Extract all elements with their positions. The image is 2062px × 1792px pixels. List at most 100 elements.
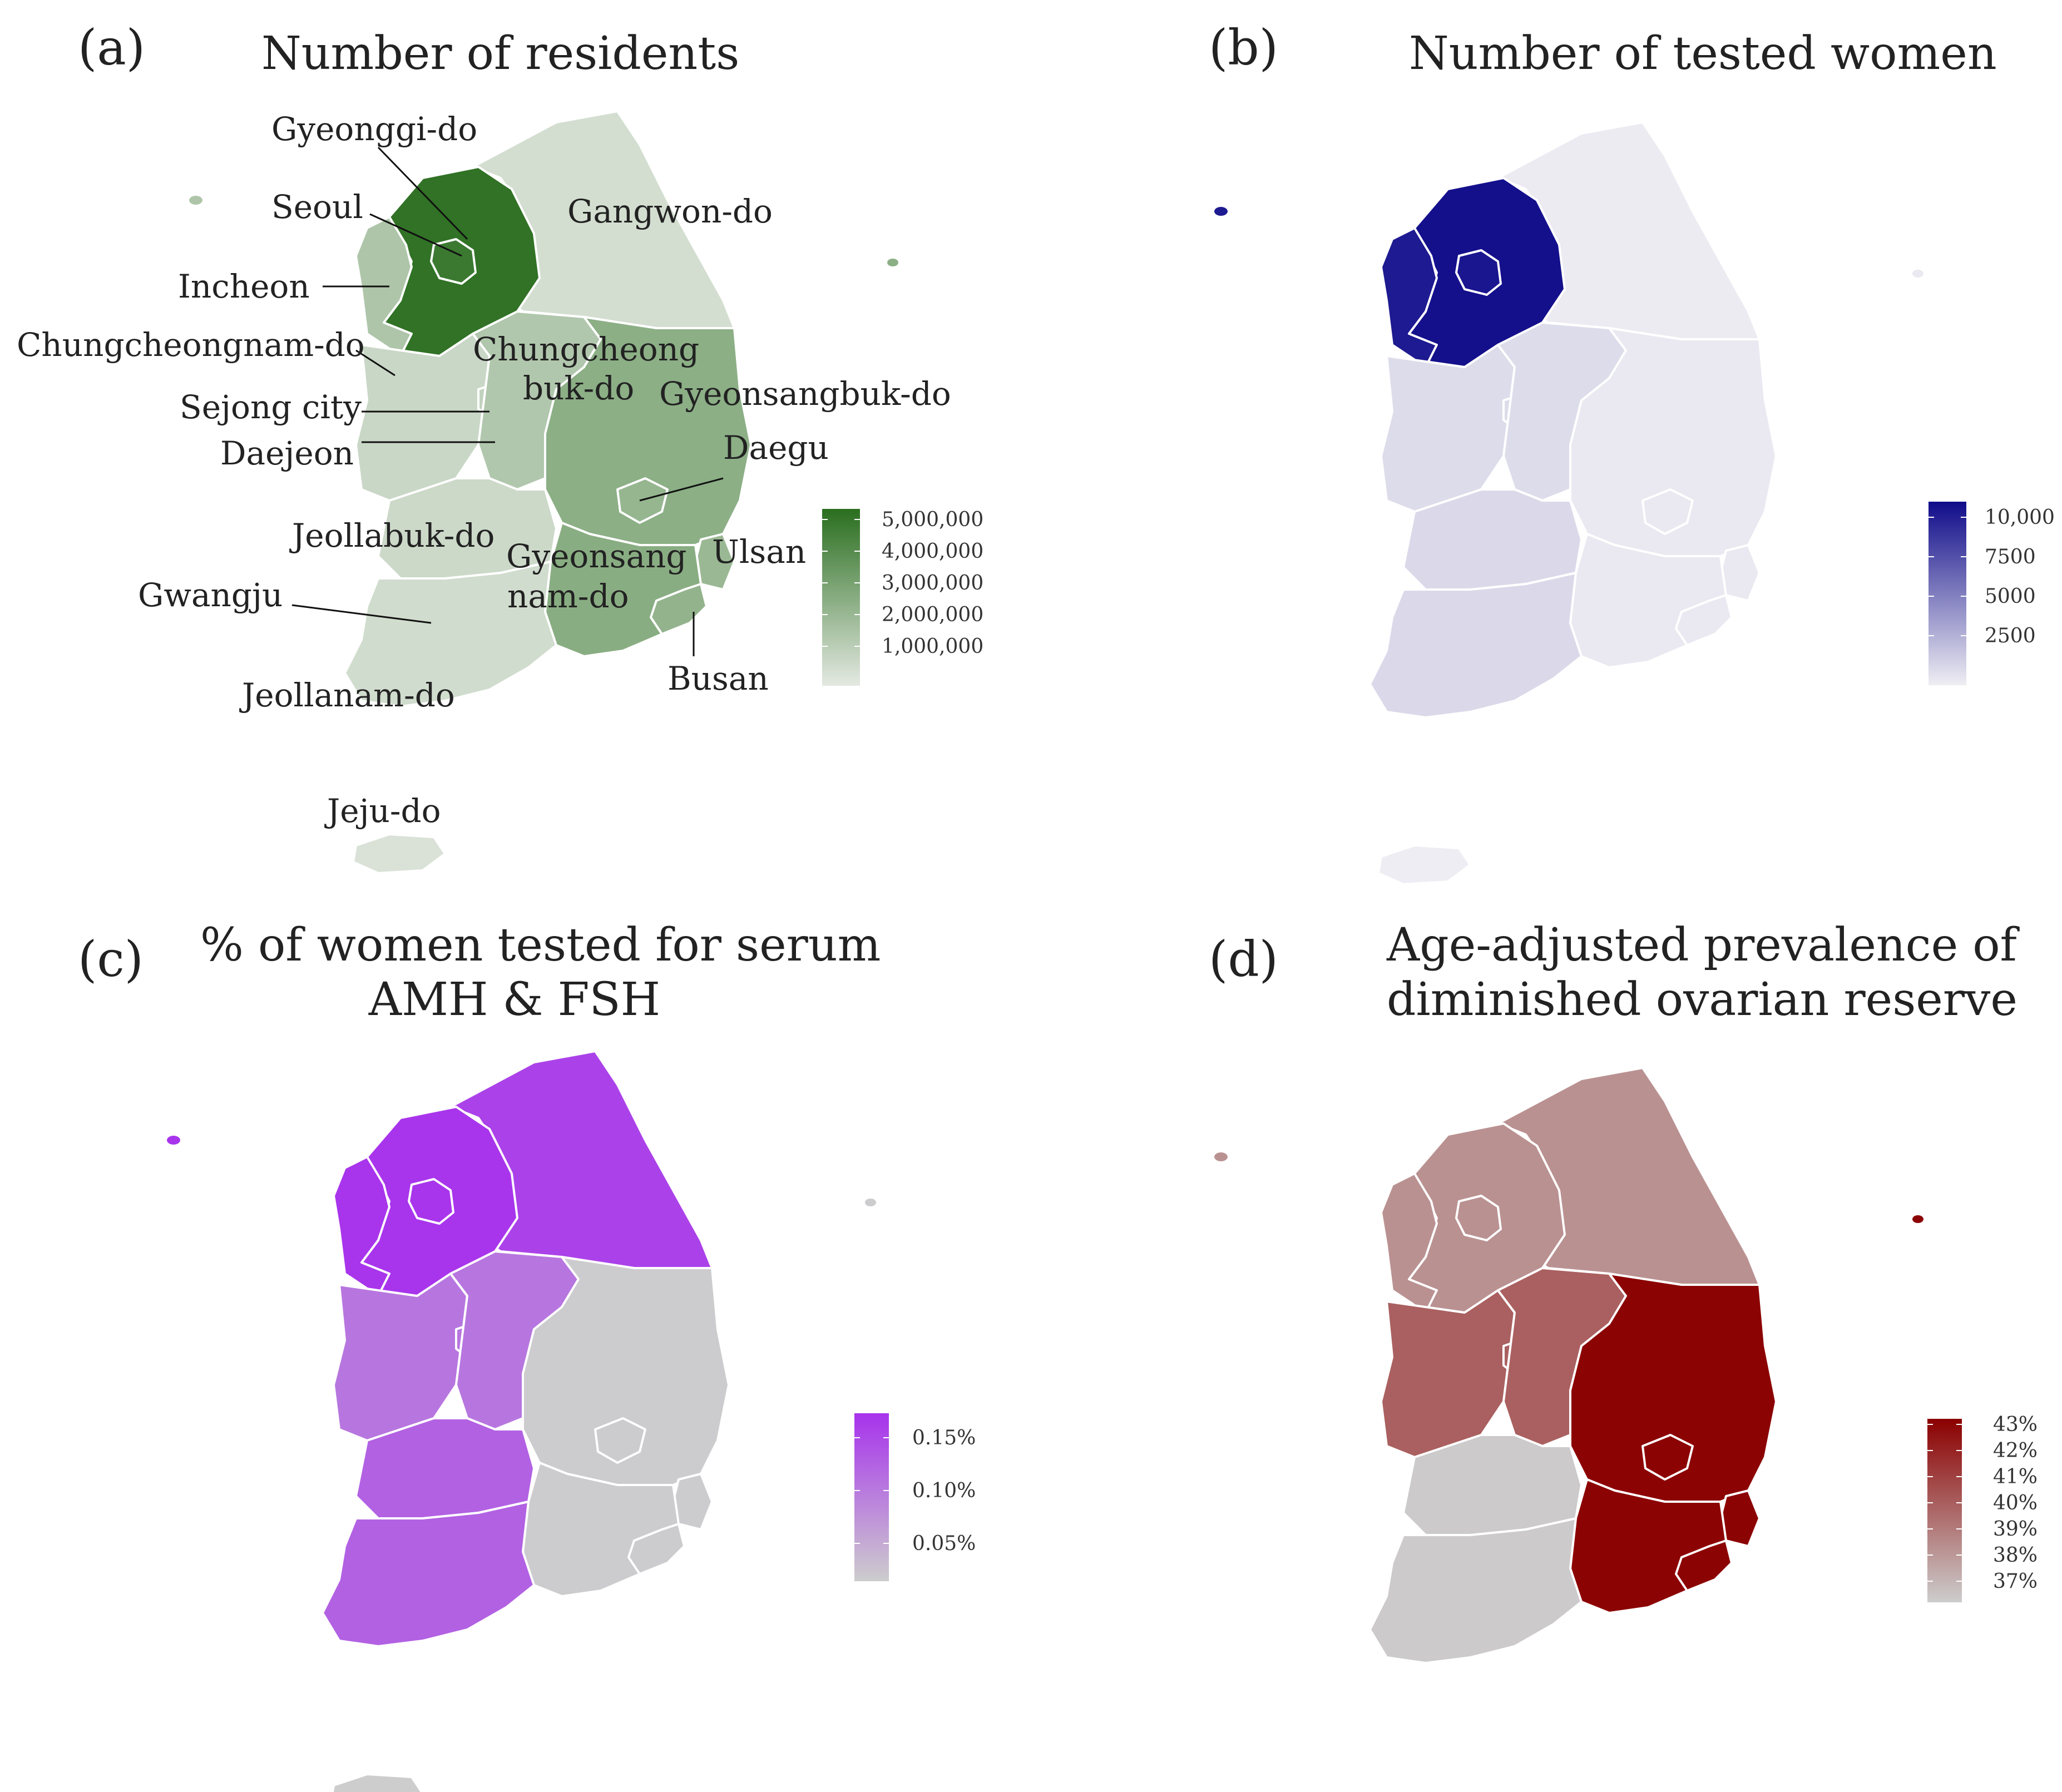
region-daegu	[594, 1417, 646, 1464]
legend-tick-label: 2500	[1985, 625, 2036, 647]
region-jeollabuk-do	[355, 1417, 535, 1519]
panel-title: % of women tested for serum AMH & FSH	[200, 918, 881, 1028]
legend-tick-label: 43%	[1993, 1413, 2038, 1436]
region-seoul	[408, 1178, 454, 1225]
legend-tick-label: 4,000,000	[882, 540, 983, 563]
region-chungcheongnam-do	[1380, 344, 1516, 513]
island	[1912, 1215, 1923, 1223]
region-incheon	[333, 1156, 390, 1297]
region-label-daejeon: Daejeon	[220, 434, 354, 472]
legend-tick-label: 7500	[1985, 546, 2036, 568]
legend-tick-label: 37%	[1993, 1570, 2038, 1593]
region-jeollabuk-do	[1402, 488, 1583, 591]
region-seoul	[1455, 249, 1502, 296]
region-label-seoul: Seoul	[271, 188, 363, 226]
region-chungcheongnam-do	[355, 333, 491, 502]
legend-tick-label: 5000	[1985, 585, 2036, 608]
panel-dor-prevalence: (d) Age-adjusted prevalence of diminishe…	[1031, 896, 2061, 1792]
panel-percent-tested: (c) % of women tested for serum AMH & FS…	[0, 896, 1031, 1792]
legend-tick-label: 38%	[1993, 1544, 2038, 1567]
title-line: % of women tested for serum	[200, 919, 881, 972]
region-label-jeonnam: Jeollanam-do	[239, 676, 455, 714]
region-seoul	[1455, 1195, 1502, 1241]
map-regions	[167, 1050, 876, 1792]
panel-residents: (a) Number of residents 5,000,000 4,000,0…	[0, 0, 1031, 896]
legend-tick-label: 10,000	[1985, 506, 2055, 529]
region-label-ulsan: Ulsan	[712, 533, 806, 571]
region-jeju-do	[331, 1773, 423, 1792]
panel-tested-women: (b) Number of tested women 10,000 7500 500…	[1031, 0, 2061, 896]
legend-tick-label: 0.10%	[912, 1479, 976, 1502]
region-busan	[627, 1523, 685, 1575]
region-chungcheongnam-do	[333, 1273, 468, 1442]
legend-tick-label: 2,000,000	[882, 603, 983, 626]
choropleth-map: 5,000,000 4,000,000 3,000,000 2,000,000 1,00…	[17, 110, 983, 874]
legend-tick-label: 42%	[1993, 1439, 2038, 1462]
legend-colorbar	[854, 1413, 889, 1581]
island	[1214, 1152, 1228, 1161]
legend-tick-label: 5,000,000	[882, 508, 983, 531]
legend-tick-label: 3,000,000	[882, 572, 983, 595]
island	[189, 196, 202, 205]
panel-title: Number of residents	[261, 27, 740, 80]
region-labels: Gyeonggi-do Seoul Gangwon-do Incheon Chungch…	[17, 110, 951, 830]
choropleth-map: 43% 42% 41% 40% 39% 38% 37%	[1214, 1067, 2038, 1792]
region-daegu	[1641, 1434, 1694, 1481]
legend-colorbar	[1927, 1419, 1962, 1602]
title-line: AMH & FSH	[368, 973, 661, 1027]
region-label-chungbuk-2: buk-do	[523, 369, 634, 407]
island	[167, 1136, 180, 1145]
legend-tick-label: 39%	[1993, 1518, 2038, 1541]
region-label-gyeongbuk: Gyeonsangbuk-do	[659, 375, 951, 413]
island	[887, 259, 898, 266]
region-label-chungnam: Chungcheongnam-do	[17, 326, 365, 364]
region-chungcheongnam-do	[1380, 1289, 1516, 1458]
panel-title: Age-adjusted prevalence of diminished ov…	[1387, 918, 2018, 1028]
panel-letter: (b)	[1209, 19, 1278, 76]
region-jeollabuk-do	[377, 477, 557, 580]
legend-tick-label: 0.15%	[912, 1427, 976, 1449]
island	[1912, 270, 1923, 278]
region-label-jeonbuk: Jeollabuk-do	[289, 517, 495, 555]
panel-letter: (d)	[1209, 930, 1278, 988]
choropleth-map: 10,000 7500 5000 2500	[1214, 121, 2055, 885]
region-label-busan: Busan	[667, 660, 769, 697]
region-jeollanam-do	[1369, 572, 1583, 719]
island	[865, 1199, 876, 1206]
region-jeollabuk-do	[1402, 1434, 1583, 1536]
legend-colorbar	[1929, 502, 1966, 685]
region-label-sejong: Sejong city	[180, 388, 362, 426]
region-seoul	[430, 238, 477, 285]
region-busan	[650, 583, 708, 635]
region-label-jeju: Jeju-do	[324, 792, 441, 830]
legend-tick-label: 41%	[1993, 1466, 2038, 1488]
island	[1214, 207, 1228, 216]
legend-tick-label: 40%	[1993, 1492, 2038, 1514]
leader-line	[355, 349, 395, 377]
panel-letter: (a)	[78, 19, 146, 76]
leader-line	[291, 604, 432, 624]
region-jeju-do	[352, 833, 446, 874]
region-label-gyeongnam-2: nam-do	[507, 577, 629, 615]
region-label-incheon: Incheon	[178, 268, 310, 305]
region-jeollanam-do	[322, 1501, 535, 1647]
choropleth-map: 0.15% 0.10% 0.05%	[167, 1050, 976, 1792]
leader-line	[639, 477, 724, 502]
region-incheon	[1380, 1172, 1438, 1314]
region-label-gyeonggi: Gyeonggi-do	[271, 110, 477, 148]
legend-tick-label: 0.05%	[912, 1532, 976, 1555]
map-regions	[1214, 1067, 1923, 1792]
region-jeollanam-do	[1369, 1517, 1583, 1664]
region-label-gyeongnam-1: Gyeonsang	[506, 537, 687, 575]
region-jeollanam-do	[344, 561, 557, 707]
region-busan	[1675, 594, 1733, 646]
panel-title: Number of tested women	[1409, 27, 1997, 80]
region-jeju-do	[1377, 844, 1471, 885]
leader-line	[369, 213, 462, 257]
region-incheon	[1380, 227, 1438, 368]
legend-colorbar	[822, 509, 860, 686]
map-regions	[1214, 121, 1923, 885]
region-busan	[1675, 1539, 1733, 1592]
title-line: Age-adjusted prevalence of	[1387, 919, 2017, 972]
region-label-gangwon: Gangwon-do	[567, 192, 773, 230]
